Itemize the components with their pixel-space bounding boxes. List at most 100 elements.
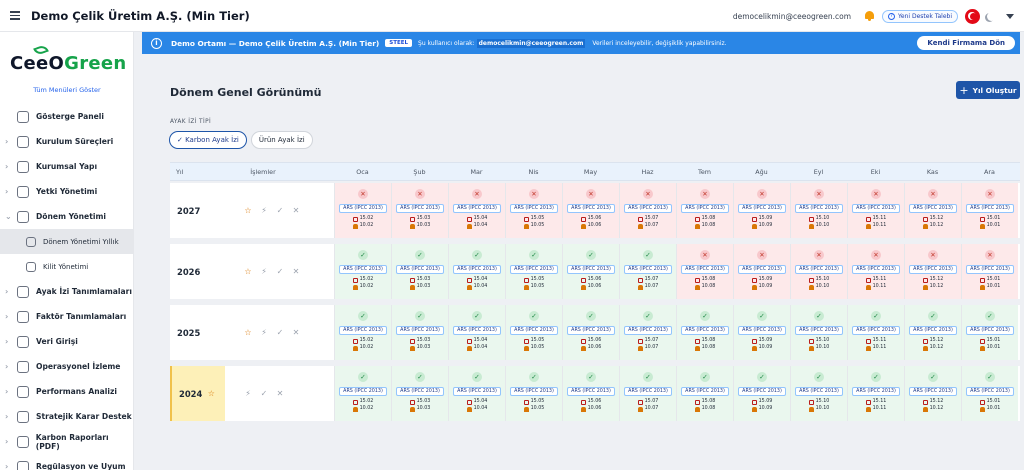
- month-cell[interactable]: ✕ ARS (IPCC 2013) 15.12 10.12: [904, 244, 961, 299]
- month-cell[interactable]: ✓ ARS (IPCC 2013) 15.04 10.04: [448, 366, 505, 421]
- month-cell[interactable]: ✓ ARS (IPCC 2013) 15.12 10.12: [904, 366, 961, 421]
- tab-footprint-1[interactable]: Ürün Ayak İzi: [250, 131, 313, 149]
- month-cell[interactable]: ✓ ARS (IPCC 2013) 15.05 10.05: [505, 305, 562, 360]
- sidebar-item-3[interactable]: › Yetki Yönetimi: [0, 179, 134, 204]
- calendar-icon: [979, 338, 985, 344]
- month-cell[interactable]: ✓ ARS (IPCC 2013) 15.06 10.06: [562, 244, 619, 299]
- month-cell[interactable]: ✓ ARS (IPCC 2013) 15.04 10.04: [448, 305, 505, 360]
- month-cell[interactable]: ✕ ARS (IPCC 2013) 15.09 10.09: [733, 183, 790, 238]
- month-cell[interactable]: ✓ ARS (IPCC 2013) 15.05 10.05: [505, 366, 562, 421]
- tab-footprint-0[interactable]: ✓ Karbon Ayak İzi: [169, 131, 247, 149]
- deadline-1: 15.09: [751, 216, 772, 222]
- month-cell[interactable]: ✓ ARS (IPCC 2013) 15.10 10.10: [790, 305, 847, 360]
- deadline-1: 15.10: [808, 277, 829, 283]
- turkey-flag-icon[interactable]: [965, 8, 980, 24]
- star-icon[interactable]: ☆: [244, 328, 252, 337]
- sidebar-item-14[interactable]: › Regülasyon ve Uyum: [0, 454, 134, 470]
- month-cell[interactable]: ✕ ARS (IPCC 2013) 15.03 10.03: [391, 183, 448, 238]
- month-cell[interactable]: ✕ ARS (IPCC 2013) 15.01 10.01: [961, 183, 1018, 238]
- bolt-icon[interactable]: ⚡: [261, 267, 267, 276]
- bell-icon: [637, 223, 643, 229]
- month-cell[interactable]: ✓ ARS (IPCC 2013) 15.09 10.09: [733, 366, 790, 421]
- check-circle-icon: ✓: [472, 250, 482, 260]
- sidebar-item-4[interactable]: ⌄ Dönem Yönetimi: [0, 204, 134, 229]
- close-icon[interactable]: ✕: [292, 206, 300, 215]
- deadline-2: 10.02: [352, 284, 373, 290]
- month-cell[interactable]: ✓ ARS (IPCC 2013) 15.09 10.09: [733, 305, 790, 360]
- month-cell[interactable]: ✓ ARS (IPCC 2013) 15.03 10.03: [391, 366, 448, 421]
- star-icon[interactable]: ☆: [244, 206, 252, 215]
- month-cell[interactable]: ✕ ARS (IPCC 2013) 15.08 10.08: [676, 183, 733, 238]
- month-cell[interactable]: ✕ ARS (IPCC 2013) 15.02 10.02: [334, 183, 391, 238]
- sidebar-item-7[interactable]: › Ayak İzi Tanımlamaları: [0, 279, 134, 304]
- sidebar-item-6[interactable]: Kilit Yönetimi: [0, 254, 134, 279]
- menu-icon[interactable]: [10, 11, 20, 20]
- bell-icon[interactable]: [864, 10, 875, 22]
- month-cell[interactable]: ✕ ARS (IPCC 2013) 15.01 10.01: [961, 244, 1018, 299]
- month-cell[interactable]: ✓ ARS (IPCC 2013) 15.07 10.07: [619, 366, 676, 421]
- month-cell[interactable]: ✓ ARS (IPCC 2013) 15.01 10.01: [961, 366, 1018, 421]
- month-cell[interactable]: ✓ ARS (IPCC 2013) 15.10 10.10: [790, 366, 847, 421]
- month-cell[interactable]: ✓ ARS (IPCC 2013) 15.07 10.07: [619, 305, 676, 360]
- bolt-icon[interactable]: ⚡: [261, 206, 267, 215]
- close-icon[interactable]: ✕: [292, 328, 300, 337]
- month-cell[interactable]: ✓ ARS (IPCC 2013) 15.08 10.08: [676, 366, 733, 421]
- month-cell[interactable]: ✕ ARS (IPCC 2013) 15.11 10.11: [847, 183, 904, 238]
- month-cell[interactable]: ✓ ARS (IPCC 2013) 15.03 10.03: [391, 244, 448, 299]
- month-cell[interactable]: ✓ ARS (IPCC 2013) 15.03 10.03: [391, 305, 448, 360]
- month-cell[interactable]: ✕ ARS (IPCC 2013) 15.06 10.06: [562, 183, 619, 238]
- deadline-2: 10.10: [808, 345, 829, 351]
- bolt-icon[interactable]: ⚡: [261, 328, 267, 337]
- moon-icon[interactable]: [987, 12, 996, 21]
- chevron-right-icon: ›: [5, 387, 9, 396]
- month-cell[interactable]: ✓ ARS (IPCC 2013) 15.12 10.12: [904, 305, 961, 360]
- back-to-company-button[interactable]: Kendi Firmama Dön: [917, 36, 1015, 50]
- month-cell[interactable]: ✕ ARS (IPCC 2013) 15.09 10.09: [733, 244, 790, 299]
- month-cell[interactable]: ✓ ARS (IPCC 2013) 15.08 10.08: [676, 305, 733, 360]
- month-cell[interactable]: ✓ ARS (IPCC 2013) 15.02 10.02: [334, 305, 391, 360]
- bolt-icon[interactable]: ⚡: [245, 389, 251, 398]
- sidebar-item-13[interactable]: › Karbon Raporları (PDF): [0, 429, 134, 454]
- month-cell[interactable]: ✕ ARS (IPCC 2013) 15.07 10.07: [619, 183, 676, 238]
- month-cell[interactable]: ✓ ARS (IPCC 2013) 15.11 10.11: [847, 366, 904, 421]
- chevron-down-icon[interactable]: [1006, 13, 1014, 19]
- month-cell[interactable]: ✕ ARS (IPCC 2013) 15.11 10.11: [847, 244, 904, 299]
- create-year-button[interactable]: + Yıl Oluştur: [956, 81, 1020, 99]
- star-icon[interactable]: ☆: [244, 267, 252, 276]
- month-cell[interactable]: ✓ ARS (IPCC 2013) 15.04 10.04: [448, 244, 505, 299]
- month-cell[interactable]: ✓ ARS (IPCC 2013) 15.02 10.02: [334, 366, 391, 421]
- close-icon[interactable]: ✕: [292, 267, 300, 276]
- month-cell[interactable]: ✓ ARS (IPCC 2013) 15.07 10.07: [619, 244, 676, 299]
- check-icon[interactable]: ✓: [276, 267, 284, 276]
- month-cell[interactable]: ✓ ARS (IPCC 2013) 15.06 10.06: [562, 366, 619, 421]
- calendar-icon: [865, 277, 871, 283]
- check-icon[interactable]: ✓: [276, 206, 284, 215]
- month-cell[interactable]: ✕ ARS (IPCC 2013) 15.08 10.08: [676, 244, 733, 299]
- month-cell[interactable]: ✓ ARS (IPCC 2013) 15.06 10.06: [562, 305, 619, 360]
- month-cell[interactable]: ✕ ARS (IPCC 2013) 15.10 10.10: [790, 183, 847, 238]
- deadline-1: 15.09: [751, 277, 772, 283]
- sidebar-item-9[interactable]: › Veri Girişi: [0, 329, 134, 354]
- all-menus-link[interactable]: Tüm Menüleri Göster: [33, 86, 101, 94]
- month-cell[interactable]: ✕ ARS (IPCC 2013) 15.05 10.05: [505, 183, 562, 238]
- sidebar-item-5[interactable]: Dönem Yönetimi Yıllık: [0, 229, 134, 254]
- close-icon[interactable]: ✕: [276, 389, 284, 398]
- month-cell[interactable]: ✕ ARS (IPCC 2013) 15.12 10.12: [904, 183, 961, 238]
- month-cell[interactable]: ✓ ARS (IPCC 2013) 15.05 10.05: [505, 244, 562, 299]
- calendar-icon: [580, 338, 586, 344]
- month-cell[interactable]: ✓ ARS (IPCC 2013) 15.01 10.01: [961, 305, 1018, 360]
- sidebar-item-11[interactable]: › Performans Analizi: [0, 379, 134, 404]
- check-icon[interactable]: ✓: [276, 328, 284, 337]
- month-cell[interactable]: ✓ ARS (IPCC 2013) 15.11 10.11: [847, 305, 904, 360]
- sidebar-item-8[interactable]: › Faktör Tanımlamaları: [0, 304, 134, 329]
- sidebar-item-12[interactable]: › Stratejik Karar Destek: [0, 404, 134, 429]
- sidebar-item-0[interactable]: Gösterge Paneli: [0, 104, 134, 129]
- new-support-button[interactable]: ? Yeni Destek Talebi: [882, 9, 958, 23]
- sidebar-item-2[interactable]: › Kurumsal Yapı: [0, 154, 134, 179]
- month-cell[interactable]: ✓ ARS (IPCC 2013) 15.02 10.02: [334, 244, 391, 299]
- sidebar-item-10[interactable]: › Operasyonel İzleme: [0, 354, 134, 379]
- month-cell[interactable]: ✕ ARS (IPCC 2013) 15.10 10.10: [790, 244, 847, 299]
- sidebar-item-1[interactable]: › Kurulum Süreçleri: [0, 129, 134, 154]
- check-icon[interactable]: ✓: [260, 389, 268, 398]
- month-cell[interactable]: ✕ ARS (IPCC 2013) 15.04 10.04: [448, 183, 505, 238]
